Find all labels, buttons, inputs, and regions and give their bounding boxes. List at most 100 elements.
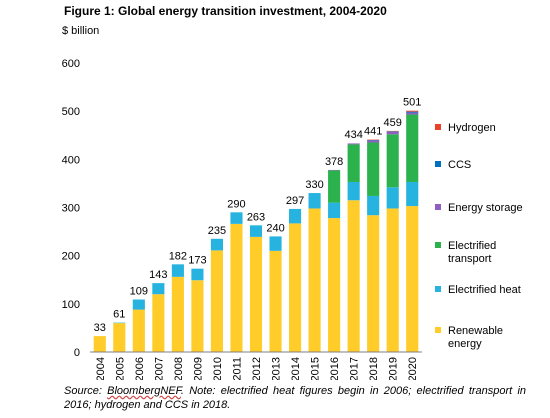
bar-2018-series-1 xyxy=(367,195,380,216)
source-note: Source: BloombergNEF. Note: electrified … xyxy=(64,384,526,412)
total-label-2010: 235 xyxy=(208,225,226,237)
legend-swatch-2 xyxy=(435,204,441,210)
bar-2013-series-0 xyxy=(269,250,282,352)
source-name: BloombergNEF xyxy=(107,385,181,397)
legend-swatch-1 xyxy=(435,161,441,167)
x-tick-label-2015: 2015 xyxy=(310,357,322,380)
bar-2012-series-1 xyxy=(249,225,263,237)
bar-2014-series-1 xyxy=(289,208,302,224)
x-tick-label-2016: 2016 xyxy=(329,357,341,380)
source-rest: . Note: electrified heat figures begin i… xyxy=(64,385,527,411)
bar-2007-series-0 xyxy=(152,294,165,352)
figure-title: Figure 1: Global energy transition inves… xyxy=(64,4,387,18)
bar-2011-series-0 xyxy=(230,223,243,352)
legend-swatch-3 xyxy=(435,242,441,248)
total-label-2012: 263 xyxy=(247,211,265,223)
total-label-2005: 61 xyxy=(113,309,125,321)
x-tick-label-2010: 2010 xyxy=(212,357,224,380)
total-label-2020: 501 xyxy=(403,97,421,109)
bar-2009-series-1 xyxy=(191,268,204,281)
bars-group xyxy=(93,110,419,352)
bar-2008-series-1 xyxy=(171,264,184,277)
total-label-2008: 182 xyxy=(169,250,187,262)
y-tick-label-600: 600 xyxy=(62,58,80,70)
legend-label-2-0: Energy storage xyxy=(448,202,523,214)
bar-2017-series-0 xyxy=(347,200,360,352)
x-tick-label-2020: 2020 xyxy=(407,357,419,380)
axes-group: 0 100 200 300 400 500 600 xyxy=(62,58,422,359)
total-label-2017: 434 xyxy=(344,129,362,141)
bar-2020-series-1 xyxy=(406,181,419,207)
legend-label-5-1: energy xyxy=(448,338,482,350)
x-tick-label-2005: 2005 xyxy=(114,357,126,380)
bar-2015-series-0 xyxy=(308,208,321,352)
bar-2013-series-1 xyxy=(269,236,282,251)
x-tick-label-2018: 2018 xyxy=(368,357,380,380)
legend-swatch-4 xyxy=(435,286,441,292)
bar-2005-series-0 xyxy=(113,323,126,352)
bar-2016-series-0 xyxy=(328,218,341,352)
stacked-bar-chart: 0 100 200 300 400 500 600 33 2004 61 2005 109 2006 1… xyxy=(62,58,523,380)
x-tick-label-2012: 2012 xyxy=(251,357,263,380)
legend: Hydrogen CCS Energy storage Electrifiedtran… xyxy=(435,122,523,350)
total-label-2013: 240 xyxy=(266,222,284,234)
bar-2019-series-1 xyxy=(386,187,399,209)
bar-2009-series-0 xyxy=(191,280,204,352)
bar-2006-series-1 xyxy=(132,299,145,310)
bar-2010-series-1 xyxy=(210,238,223,251)
bar-2007-series-1 xyxy=(152,283,165,295)
bar-2019-series-2 xyxy=(386,134,399,188)
source-prefix: Source: xyxy=(64,385,108,397)
bar-2019-series-0 xyxy=(386,208,399,352)
total-label-2009: 173 xyxy=(188,255,206,267)
x-tick-label-2009: 2009 xyxy=(192,357,204,380)
total-label-2007: 143 xyxy=(149,269,167,281)
bar-2017-series-2 xyxy=(347,144,360,182)
bar-2017-series-3 xyxy=(347,143,360,145)
bar-2015-series-1 xyxy=(308,193,321,209)
legend-swatch-0 xyxy=(435,124,441,130)
legend-label-5-0: Renewable xyxy=(448,325,503,337)
x-tick-label-2004: 2004 xyxy=(95,357,107,380)
y-tick-label-200: 200 xyxy=(62,251,80,263)
total-label-2015: 330 xyxy=(305,179,323,191)
total-label-2014: 297 xyxy=(286,195,304,207)
x-tick-label-2013: 2013 xyxy=(271,357,283,380)
y-axis-unit: $ billion xyxy=(62,25,100,37)
bar-2010-series-0 xyxy=(210,250,223,352)
bar-2018-series-3 xyxy=(367,140,380,143)
y-tick-label-400: 400 xyxy=(62,154,80,166)
total-label-2019: 459 xyxy=(384,117,402,129)
y-tick-label-500: 500 xyxy=(62,106,80,118)
bar-2004-series-0 xyxy=(93,336,106,352)
y-tick-label-100: 100 xyxy=(62,299,80,311)
x-tick-label-2008: 2008 xyxy=(173,357,185,380)
bar-2020-series-5 xyxy=(406,110,419,112)
bar-2020-series-3 xyxy=(406,112,419,115)
bar-2020-series-2 xyxy=(406,114,419,182)
legend-label-1-0: CCS xyxy=(448,159,471,171)
legend-swatch-5 xyxy=(435,327,441,333)
bar-2020-series-0 xyxy=(406,206,419,352)
total-label-2006: 109 xyxy=(130,286,148,298)
bar-2017-series-1 xyxy=(347,181,360,201)
legend-label-3-1: transport xyxy=(448,253,491,265)
legend-label-0-0: Hydrogen xyxy=(448,122,496,134)
labels-group: 33 2004 61 2005 109 2006 143 2007 182 2008 173 2009… xyxy=(94,97,422,380)
bar-2020-series-4 xyxy=(406,111,419,113)
bar-2008-series-0 xyxy=(171,276,184,352)
bar-2018-series-0 xyxy=(367,215,380,352)
bar-2016-series-1 xyxy=(328,202,341,219)
x-tick-label-2014: 2014 xyxy=(290,357,302,380)
y-tick-label-300: 300 xyxy=(62,203,80,215)
bar-2011-series-1 xyxy=(230,212,243,224)
bar-2012-series-0 xyxy=(249,236,263,352)
total-label-2016: 378 xyxy=(325,156,343,168)
total-label-2018: 441 xyxy=(364,126,382,138)
total-label-2011: 290 xyxy=(227,198,245,210)
x-tick-label-2017: 2017 xyxy=(349,357,361,380)
y-tick-label-0: 0 xyxy=(74,347,80,359)
x-tick-label-2007: 2007 xyxy=(153,357,165,380)
x-tick-label-2006: 2006 xyxy=(134,357,146,380)
bar-2006-series-0 xyxy=(132,309,145,352)
